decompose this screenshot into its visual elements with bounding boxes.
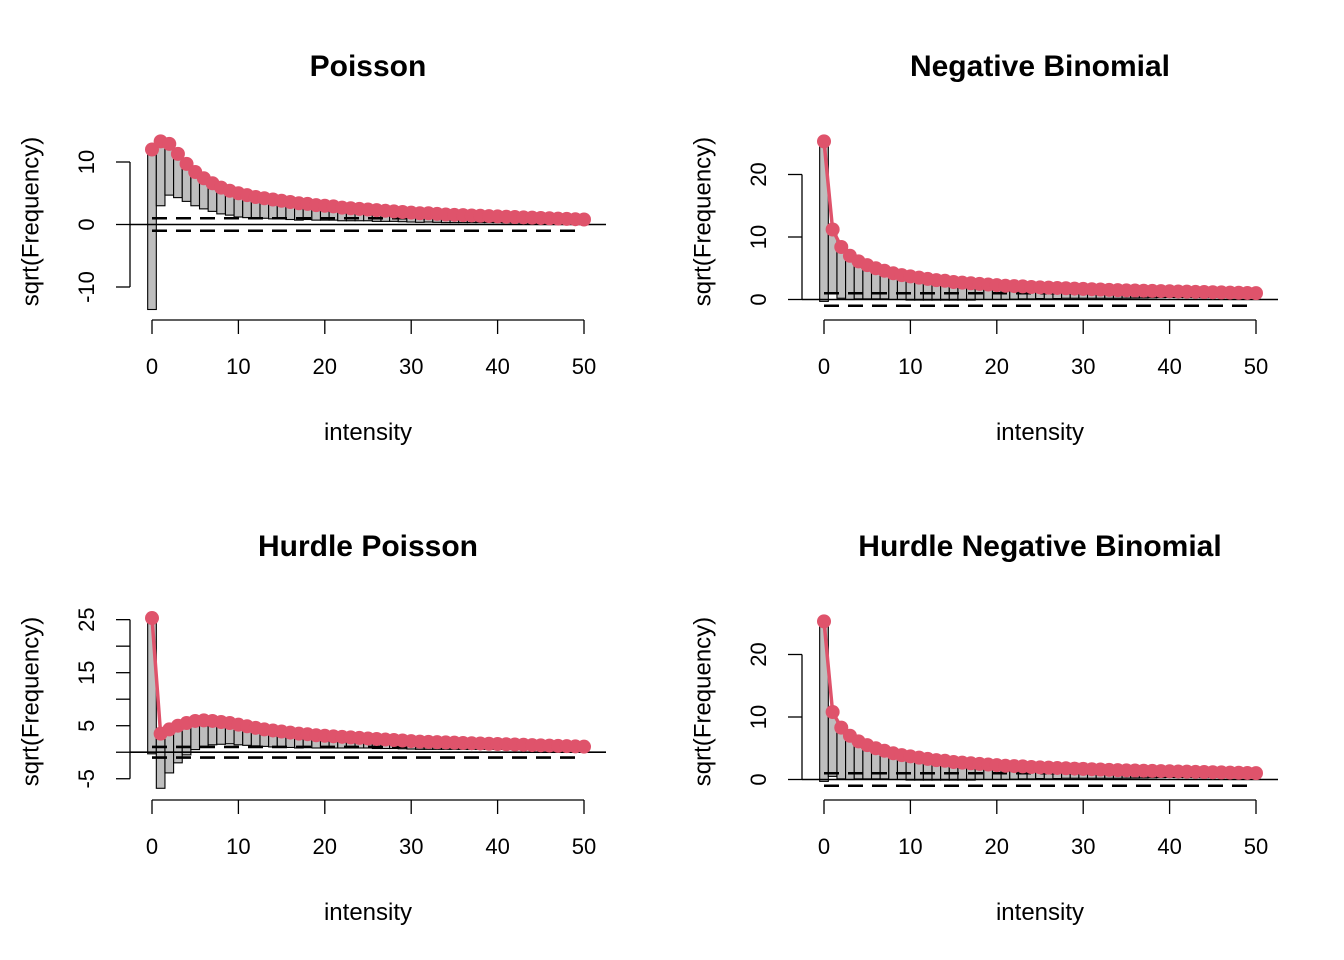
x-tick-label: 20 bbox=[313, 354, 337, 379]
y-tick-label: -10 bbox=[74, 271, 99, 303]
expected-point bbox=[834, 240, 849, 254]
x-tick-label: 30 bbox=[399, 354, 423, 379]
x-tick-label: 40 bbox=[1157, 834, 1181, 859]
y-axis-label: sqrt(Frequency) bbox=[17, 137, 44, 306]
expected-point bbox=[170, 146, 185, 161]
x-axis-label: intensity bbox=[324, 419, 412, 446]
x-tick-label: 20 bbox=[313, 834, 337, 859]
x-tick-label: 40 bbox=[485, 834, 509, 859]
panel-title: Hurdle Negative Binomial bbox=[858, 530, 1221, 563]
panel-title: Negative Binomial bbox=[910, 50, 1170, 83]
x-tick-label: 10 bbox=[898, 834, 922, 859]
y-tick-label: 0 bbox=[746, 293, 771, 305]
expected-point bbox=[825, 705, 840, 719]
expected-point bbox=[825, 222, 840, 237]
x-tick-label: 50 bbox=[1244, 834, 1268, 859]
x-tick-label: 0 bbox=[818, 354, 830, 379]
y-tick-label: 10 bbox=[746, 705, 771, 729]
expected-point bbox=[1249, 766, 1263, 781]
panel-title: Poisson bbox=[310, 50, 427, 83]
x-tick-label: 50 bbox=[572, 834, 596, 859]
y-tick-label: 10 bbox=[746, 225, 771, 249]
y-tick-label: 5 bbox=[74, 720, 99, 732]
x-tick-label: 10 bbox=[226, 834, 250, 859]
hanging-bar bbox=[155, 733, 166, 789]
y-tick-label: 0 bbox=[74, 218, 99, 230]
x-tick-label: 10 bbox=[898, 354, 922, 379]
x-axis-label: intensity bbox=[324, 899, 412, 926]
x-tick-label: 0 bbox=[146, 354, 158, 379]
y-axis-label: sqrt(Frequency) bbox=[689, 617, 716, 786]
y-axis-label: sqrt(Frequency) bbox=[689, 137, 716, 306]
panel-1: Poisson -10 0 10 sqrt(Frequency) 0 10 20 30 40 50 i… bbox=[17, 50, 606, 446]
expected-point bbox=[817, 134, 831, 149]
panel-title: Hurdle Poisson bbox=[258, 530, 478, 563]
x-tick-label: 0 bbox=[818, 834, 830, 859]
panel-3: Hurdle Poisson -5 5 15 25 sqrt(Frequency) 0 10 2… bbox=[17, 530, 606, 926]
hanging-bar bbox=[827, 711, 838, 777]
x-tick-label: 30 bbox=[399, 834, 423, 859]
x-axis-label: intensity bbox=[996, 899, 1084, 926]
x-tick-label: 20 bbox=[985, 834, 1009, 859]
x-tick-label: 20 bbox=[985, 354, 1009, 379]
x-tick-label: 40 bbox=[1157, 354, 1181, 379]
expected-point bbox=[577, 739, 591, 754]
y-tick-label: 20 bbox=[746, 162, 771, 186]
expected-point bbox=[1249, 286, 1263, 301]
expected-point bbox=[577, 212, 591, 227]
y-tick-label: 0 bbox=[746, 773, 771, 785]
panel-4: Hurdle Negative Binomial 0 10 20 sqrt(Freque… bbox=[689, 530, 1278, 926]
x-tick-label: 30 bbox=[1071, 354, 1095, 379]
expected-point bbox=[817, 614, 831, 629]
panel-2: Negative Binomial 0 10 20 sqrt(Frequency) 0 10… bbox=[689, 50, 1278, 446]
x-axis-label: intensity bbox=[996, 419, 1084, 446]
y-tick-label: 10 bbox=[74, 150, 99, 174]
y-tick-label: 25 bbox=[74, 607, 99, 631]
y-tick-label: 20 bbox=[746, 642, 771, 666]
y-axis-label: sqrt(Frequency) bbox=[17, 617, 44, 786]
y-tick-label: 15 bbox=[74, 660, 99, 684]
y-tick-label: -5 bbox=[74, 769, 99, 789]
expected-point bbox=[145, 611, 159, 626]
x-tick-label: 50 bbox=[1244, 354, 1268, 379]
x-tick-label: 30 bbox=[1071, 834, 1095, 859]
x-tick-label: 50 bbox=[572, 354, 596, 379]
x-tick-label: 10 bbox=[226, 354, 250, 379]
expected-point bbox=[162, 136, 177, 151]
x-tick-label: 40 bbox=[485, 354, 509, 379]
x-tick-label: 0 bbox=[146, 834, 158, 859]
